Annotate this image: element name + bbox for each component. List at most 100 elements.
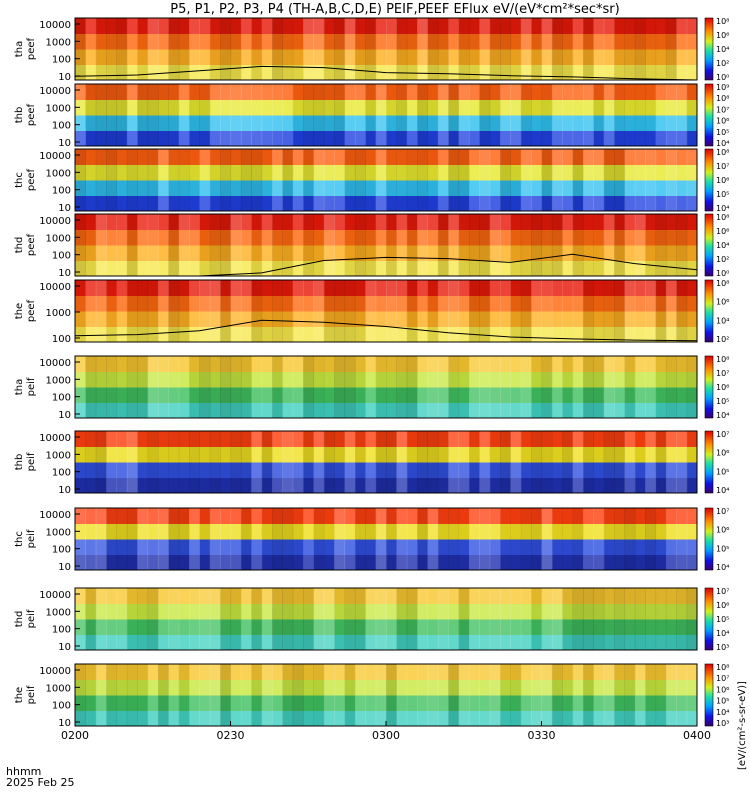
flux-column (614, 214, 626, 276)
flux-column (365, 508, 377, 570)
colorbar-tick-label: 10⁷ (716, 162, 729, 171)
flux-column (282, 18, 294, 80)
energy-band (75, 619, 697, 635)
flux-column (251, 508, 263, 570)
flux-column (292, 431, 304, 493)
colorbar-tick-label: 10⁴ (716, 139, 729, 148)
colorbar-tick-label: 10⁰ (716, 269, 729, 278)
y-tick-label: 10 (58, 718, 71, 729)
flux-column (437, 431, 449, 493)
flux-column (645, 664, 657, 726)
y-tick-label: 10000 (39, 358, 71, 369)
flux-column (603, 18, 615, 80)
flux-column (541, 356, 553, 418)
density-trace-line (74, 319, 698, 342)
flux-column (551, 84, 563, 146)
flux-column (292, 280, 304, 342)
flux-column (520, 18, 532, 80)
flux-column (406, 84, 418, 146)
flux-column (106, 18, 118, 80)
panel-quantity-label: peif (26, 685, 37, 704)
flux-column (645, 280, 657, 342)
flux-column (500, 18, 511, 80)
spectrogram-panel-5: 100 1000 10000 the peef 10² 10⁴ 10⁶ 10⁸ (14, 279, 729, 345)
flux-column (572, 588, 584, 650)
flux-column (240, 18, 252, 80)
flux-column (676, 508, 688, 570)
colorbar-tick-label: 10⁸ (716, 355, 729, 364)
flux-column (147, 149, 159, 211)
flux-column (251, 280, 263, 342)
flux-column (593, 356, 605, 418)
panel-name-label: the (14, 687, 25, 703)
flux-column (137, 214, 149, 276)
flux-column (292, 214, 304, 276)
flux-column (240, 356, 252, 418)
flux-column (209, 280, 221, 342)
y-tick-label: 1000 (46, 683, 71, 694)
flux-column (106, 508, 118, 570)
flux-column (655, 431, 667, 493)
flux-column (282, 588, 294, 650)
flux-column (137, 431, 149, 493)
flux-column (458, 18, 470, 80)
flux-column (251, 214, 263, 276)
flux-column (85, 664, 97, 726)
flux-column (75, 664, 86, 726)
flux-column (189, 84, 200, 146)
y-tick-label: 10 (58, 138, 71, 149)
flux-column (468, 431, 480, 493)
flux-column (261, 84, 273, 146)
flux-column (437, 280, 449, 342)
spectrogram-panel-3: 10 100 1000 10000 thc peef 10⁴ 10⁵ 10⁶ 10⁷ 10⁸ (14, 148, 729, 214)
flux-column (541, 149, 553, 211)
colorbar-tick-label: 10² (716, 59, 729, 68)
flux-column (686, 431, 698, 493)
spectrogram-panel-9: 10 100 1000 10000 thd peif 10³ 10⁴ 10⁵ 10⁶ 10⁷ (14, 587, 729, 653)
flux-column (137, 280, 149, 342)
flux-column (614, 664, 626, 726)
flux-column (334, 664, 346, 726)
colorbar-tick-label: 10⁷ (716, 587, 729, 596)
flux-column (209, 664, 221, 726)
flux-column (157, 214, 169, 276)
colorbar-tick-label: 10⁸ (716, 213, 729, 222)
flux-column (365, 280, 377, 342)
flux-column (676, 431, 688, 493)
flux-column (396, 431, 408, 493)
flux-column (375, 664, 387, 726)
panel-frame (74, 148, 698, 212)
flux-column (458, 280, 470, 342)
flux-column (95, 356, 107, 418)
flux-column (209, 508, 221, 570)
colorbar-tick-label: 10⁷ (716, 674, 729, 683)
flux-column (448, 280, 460, 342)
flux-column (634, 84, 646, 146)
flux-column (106, 664, 118, 726)
flux-column (551, 280, 563, 342)
flux-column (168, 664, 180, 726)
energy-band (75, 446, 697, 463)
flux-column (251, 588, 263, 650)
flux-column (147, 588, 159, 650)
flux-column (137, 84, 149, 146)
energy-band (75, 554, 697, 571)
flux-column (386, 149, 397, 211)
flux-column (665, 214, 677, 276)
flux-column (489, 149, 501, 211)
colorbar-tick-label: 10⁴ (716, 45, 729, 54)
flux-column (551, 588, 563, 650)
flux-column (655, 356, 667, 418)
y-tick-label: 100 (52, 186, 71, 197)
flux-column (386, 508, 397, 570)
flux-column (334, 431, 346, 493)
flux-column (168, 356, 180, 418)
colorbar-tick-label: 10⁵ (716, 190, 729, 199)
flux-column (323, 18, 335, 80)
flux-column (645, 356, 657, 418)
y-tick-label: 10000 (39, 590, 71, 601)
flux-column (479, 280, 491, 342)
flux-column (126, 280, 138, 342)
flux-column (95, 588, 107, 650)
energy-band (75, 695, 697, 711)
